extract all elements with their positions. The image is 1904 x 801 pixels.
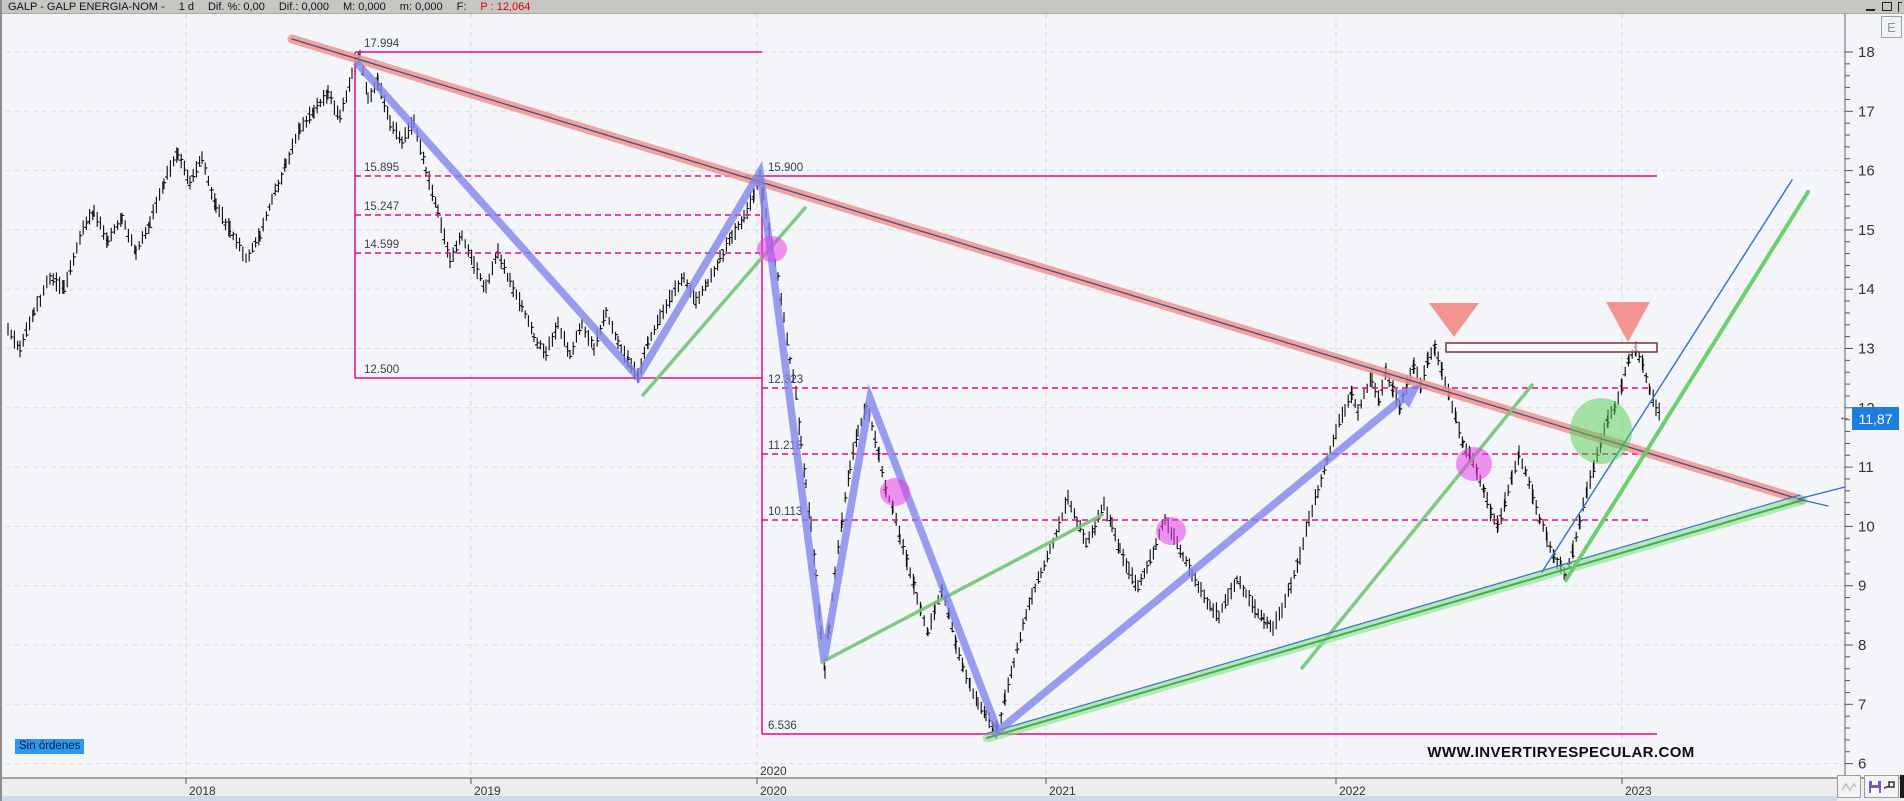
price-tick-label: 7	[1858, 696, 1866, 713]
price-tick-label: 15	[1858, 222, 1875, 239]
symbol-title: GALP - GALP ENERGIA-NOM -	[8, 0, 165, 13]
max-label: M: 0,000	[342, 0, 386, 13]
indicator-button[interactable]	[1837, 775, 1861, 798]
price-tick-label: 11	[1858, 459, 1874, 476]
window-corner	[1900, 775, 1904, 798]
sell-marker-2-triangle[interactable]	[1606, 302, 1650, 342]
level-label: 12.500	[364, 364, 399, 376]
level-label: 15.900	[768, 162, 803, 174]
dif-pct-label: Dif. %: 0,00	[207, 0, 265, 13]
pink-3-circle[interactable]	[1156, 517, 1186, 545]
price-tick-label: 9	[1858, 578, 1866, 595]
last-price-arrow-icon: ←	[1839, 411, 1850, 423]
watermark-text: WWW.INVERTIRYESPECULAR.COM	[1427, 744, 1695, 761]
level-label: 15.895	[364, 162, 399, 174]
resistance-box[interactable]	[1445, 342, 1658, 353]
level-label: 10.113	[768, 506, 802, 518]
expand-button[interactable]: E	[1881, 16, 1902, 38]
annotation-shapes	[757, 236, 1658, 545]
apex-fork-a[interactable]	[1797, 486, 1846, 500]
sell-marker-1-triangle[interactable]	[1429, 303, 1479, 337]
green-2022[interactable]	[1300, 383, 1534, 670]
year-label: 2021	[1049, 784, 1076, 798]
level-label: 15.247	[364, 201, 399, 213]
elliott-arrowhead	[1395, 384, 1421, 408]
title-bar: GALP - GALP ENERGIA-NOM - 1 d Dif. %: 0,…	[2, 0, 1904, 14]
push-pin-icon	[1883, 780, 1895, 789]
apex-fork-b[interactable]	[1797, 498, 1829, 507]
annotation-year-label: 2020	[760, 764, 787, 778]
pink-4-circle[interactable]	[1456, 447, 1492, 481]
blue-lower-thin[interactable]	[984, 494, 1801, 735]
last-price-badge: 11,87	[1852, 407, 1899, 430]
price-bars	[7, 50, 1660, 739]
dif-label: Dif.: 0,000	[278, 0, 329, 13]
price-tick-label: 13	[1858, 341, 1875, 358]
save-button[interactable]	[1864, 775, 1899, 798]
green-lower-core[interactable]	[986, 499, 1804, 739]
maximize-icon[interactable]	[1881, 1, 1892, 12]
price-tick-label: 8	[1858, 637, 1866, 654]
floppy-disk-icon	[1868, 780, 1881, 793]
price-tick-label: 18	[1858, 44, 1875, 61]
level-label: 6.536	[768, 720, 797, 732]
gridlines	[6, 14, 1845, 778]
timeframe-label: 1 d	[178, 0, 194, 13]
price-tick-label: 16	[1858, 163, 1875, 180]
pink-1-circle[interactable]	[757, 236, 787, 262]
last-price-label: P : 12,064	[480, 0, 531, 13]
pink-2-circle[interactable]	[880, 478, 910, 506]
level-label: 14.599	[364, 239, 399, 251]
year-label: 2019	[474, 784, 501, 798]
level-label: 17.994	[364, 38, 400, 50]
window-controls	[1865, 1, 1902, 12]
x-axis: 2018 2019 2020 2021 2022 2023	[185, 778, 1652, 798]
year-label: 2022	[1339, 784, 1366, 798]
zigzag-icon	[1841, 781, 1857, 792]
f-label: F:	[456, 0, 467, 13]
elliott-line[interactable]	[353, 59, 1405, 738]
trendlines	[287, 34, 1846, 743]
green-steep[interactable]	[1564, 190, 1810, 582]
x-axis-strip[interactable]	[2, 778, 1904, 801]
price-tick-label: 17	[1858, 103, 1875, 120]
year-label: 2018	[189, 784, 216, 798]
no-orders-badge[interactable]: Sin órdenes	[15, 739, 85, 754]
year-label: 2020	[760, 784, 787, 798]
price-tick-label: 10	[1858, 518, 1875, 535]
close-icon[interactable]	[1897, 1, 1902, 12]
red-channel-core[interactable]	[291, 38, 1803, 501]
blue-steep-thin[interactable]	[1541, 179, 1793, 573]
min-label: m: 0,000	[399, 0, 443, 13]
price-tick-label: 14	[1858, 281, 1875, 298]
year-label: 2023	[1625, 784, 1652, 798]
green-highlight-circle[interactable]	[1570, 398, 1632, 464]
price-tick-label: 6	[1858, 756, 1866, 773]
minimize-icon[interactable]	[1865, 1, 1876, 12]
green-2020[interactable]	[820, 513, 1104, 664]
elliott-zigzag	[353, 59, 1421, 738]
